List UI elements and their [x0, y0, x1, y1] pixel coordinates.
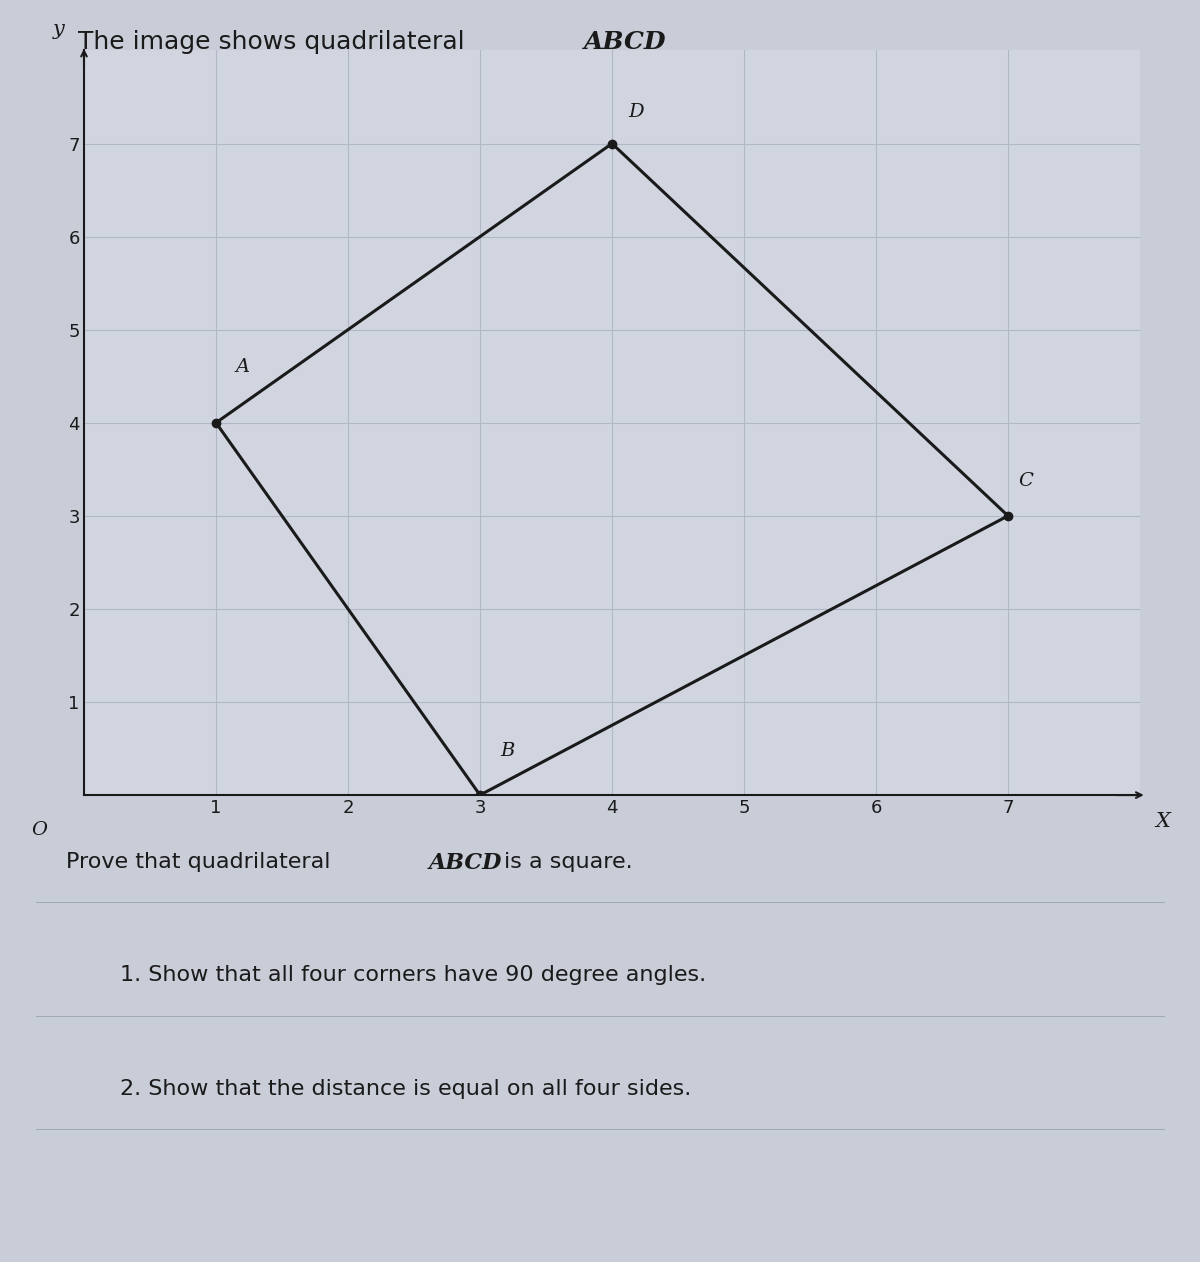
Text: B: B: [500, 742, 514, 760]
Text: O: O: [31, 822, 47, 839]
Text: ABCD: ABCD: [428, 852, 502, 873]
Text: X: X: [1156, 811, 1171, 830]
Text: C: C: [1019, 472, 1033, 490]
Text: The image shows quadrilateral: The image shows quadrilateral: [78, 30, 473, 54]
Text: is a square.: is a square.: [504, 852, 632, 872]
Text: 1. Show that all four corners have 90 degree angles.: 1. Show that all four corners have 90 de…: [120, 965, 706, 986]
Text: 2. Show that the distance is equal on all four sides.: 2. Show that the distance is equal on al…: [120, 1079, 691, 1099]
Text: A: A: [236, 357, 250, 376]
Text: y: y: [53, 20, 65, 39]
Text: D: D: [628, 103, 643, 121]
Text: Prove that quadrilateral: Prove that quadrilateral: [66, 852, 337, 872]
Text: ABCD: ABCD: [584, 30, 667, 54]
